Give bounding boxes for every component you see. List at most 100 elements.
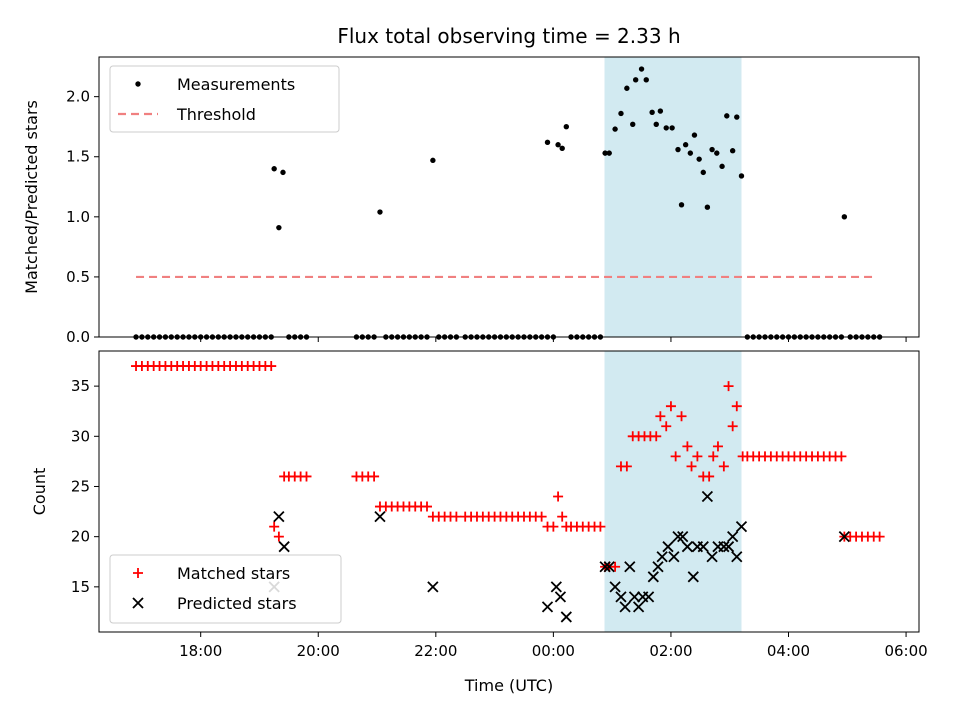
x-tick-label: 18:00 <box>179 642 222 660</box>
matched-star-marker <box>655 411 666 422</box>
legend-marker-measurements <box>135 81 141 87</box>
y-tick-label: 30 <box>71 427 90 445</box>
measurement-point <box>555 142 561 148</box>
predicted-star-marker <box>560 611 572 623</box>
predicted-star-marker <box>731 551 743 563</box>
y-tick-label: 0.5 <box>66 268 90 286</box>
predicted-star-marker <box>677 531 689 543</box>
matched-star-marker <box>595 521 606 532</box>
predicted-star-marker <box>541 601 554 613</box>
legend-entry: Predicted stars <box>177 594 297 613</box>
matched-star-marker <box>712 441 723 452</box>
predicted-star-marker <box>687 571 699 583</box>
predicted-star-marker <box>624 561 636 573</box>
measurement-point <box>649 109 655 115</box>
legend-entry: Measurements <box>177 75 295 94</box>
measurement-point <box>632 77 639 83</box>
legend: Matched stars Predicted stars <box>109 554 342 624</box>
y-axis-label: Matched/Predicted stars <box>22 100 41 294</box>
legend: Measurements Threshold <box>109 65 340 133</box>
legend-box <box>109 65 340 133</box>
x-tick-label: 20:00 <box>297 642 340 660</box>
measurement-point <box>630 121 636 127</box>
measurement-point <box>709 146 715 153</box>
predicted-star-marker <box>628 591 641 603</box>
matched-star-marker <box>557 511 568 522</box>
predicted-star-marker <box>668 551 680 563</box>
predicted-star-marker <box>652 561 664 573</box>
measurement-point <box>700 169 706 176</box>
predicted-star-marker <box>718 541 730 553</box>
matched-star-marker <box>704 471 715 482</box>
matched-star-marker <box>273 531 284 542</box>
y-tick-label: 35 <box>71 377 90 395</box>
axes-frame <box>98 56 920 338</box>
measurement-point <box>624 85 630 91</box>
y-tick-label: 20 <box>71 528 90 546</box>
series-measurements <box>133 66 883 340</box>
predicted-star-marker <box>838 531 850 543</box>
y-tick-label: 1.0 <box>66 208 90 226</box>
measurement-point <box>678 202 685 208</box>
measurement-point <box>841 214 848 220</box>
measurement-point <box>653 121 659 127</box>
measurement-point <box>280 169 286 176</box>
top-panel: 0.0 0.5 1.0 1.5 2.0 Matched/Predicted stars Fl… <box>22 24 920 346</box>
matched-star-marker <box>369 471 380 482</box>
predicted-star-marker <box>642 591 655 603</box>
measurement-point <box>729 148 736 154</box>
legend-box <box>109 554 342 624</box>
predicted-star-marker <box>632 601 645 613</box>
axes-frame <box>98 350 920 633</box>
matched-star-marker <box>727 421 738 432</box>
x-tick-label: 04:00 <box>767 642 810 660</box>
predicted-star-marker <box>722 541 735 553</box>
measurement-point <box>612 126 618 132</box>
predicted-star-marker <box>706 551 718 563</box>
shaded-region <box>604 351 742 632</box>
matched-star-marker <box>686 461 697 472</box>
predicted-star-marker <box>273 510 285 523</box>
x-tick-label: 22:00 <box>414 642 457 660</box>
matched-star-marker <box>661 421 672 432</box>
matched-star-marker <box>621 461 632 472</box>
y-tick-label: 15 <box>71 578 90 596</box>
y-axis-label: Count <box>30 468 49 516</box>
measurement-point <box>704 204 711 210</box>
predicted-star-marker <box>701 490 714 503</box>
matched-star-marker <box>610 561 621 572</box>
measurement-point <box>696 156 702 162</box>
measurement-point <box>638 66 645 72</box>
predicted-star-marker <box>374 510 386 523</box>
predicted-star-marker <box>656 551 668 563</box>
matched-star-marker <box>548 521 559 532</box>
predicted-star-marker <box>697 541 709 553</box>
measurement-point <box>559 145 565 152</box>
measurement-point <box>657 108 664 114</box>
predicted-star-marker <box>647 571 659 583</box>
predicted-star-marker <box>278 541 290 553</box>
x-tick-label: 02:00 <box>649 642 692 660</box>
measurement-point <box>271 166 277 172</box>
predicted-star-marker <box>735 520 748 533</box>
matched-star-marker <box>665 401 676 412</box>
matched-star-marker <box>718 461 729 472</box>
matched-star-marker <box>536 511 547 522</box>
matched-star-marker <box>651 431 662 442</box>
predicted-star-marker <box>662 541 674 553</box>
measurement-point <box>687 150 694 156</box>
matched-star-marker <box>708 451 719 462</box>
x-tick-label: 06:00 <box>884 642 927 660</box>
matched-star-marker <box>670 451 681 462</box>
series-predicted-stars <box>268 490 850 623</box>
y-tick-label: 2.0 <box>66 88 90 106</box>
predicted-star-marker <box>615 591 627 603</box>
measurement-point <box>675 146 681 153</box>
matched-star-marker <box>692 451 703 462</box>
measurement-point <box>682 142 689 148</box>
measurement-point <box>719 163 725 170</box>
matched-star-marker <box>682 441 693 452</box>
measurement-point <box>430 157 436 164</box>
matched-star-marker <box>836 451 847 462</box>
legend-entry: Matched stars <box>177 564 290 583</box>
